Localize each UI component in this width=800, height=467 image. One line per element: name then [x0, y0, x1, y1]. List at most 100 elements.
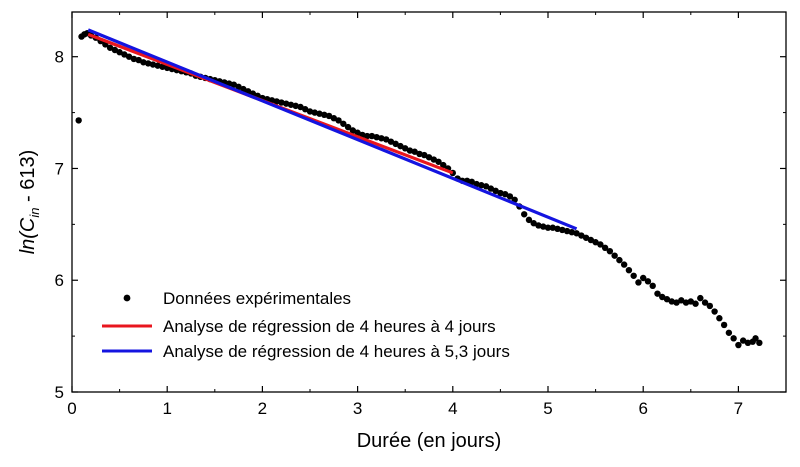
- data-point: [620, 261, 628, 268]
- data-point: [440, 161, 447, 169]
- data-point: [701, 299, 709, 306]
- data-point: [640, 274, 647, 282]
- x-axis-title: Durée (en jours): [357, 430, 502, 452]
- legend: Données expérimentales Analyse de régres…: [102, 289, 510, 361]
- data-point: [606, 247, 614, 255]
- data-point: [725, 329, 733, 336]
- y-tick-label: 6: [55, 271, 64, 290]
- data-point: [302, 106, 309, 113]
- legend-label-experimental: Données expérimentales: [163, 289, 351, 308]
- data-point: [521, 211, 528, 218]
- data-point: [106, 44, 114, 51]
- x-tick-label: 7: [734, 399, 743, 418]
- data-point: [325, 112, 333, 120]
- data-point: [592, 239, 599, 246]
- y-axis-title-end: - 613): [17, 150, 39, 208]
- legend-marker-experimental: [123, 294, 131, 302]
- data-point: [430, 156, 437, 163]
- data-point: [630, 272, 637, 279]
- data-point: [597, 241, 604, 248]
- data-point: [649, 282, 656, 290]
- data-point: [573, 230, 580, 237]
- data-point: [663, 296, 671, 303]
- regression-line-5-3-days: [87, 28, 578, 231]
- data-point: [716, 315, 723, 322]
- data-point: [501, 190, 509, 198]
- data-point: [230, 81, 238, 88]
- data-point: [354, 129, 361, 136]
- data-point: [678, 297, 685, 304]
- data-point: [697, 294, 704, 302]
- data-point: [487, 185, 495, 192]
- data-point: [135, 56, 142, 64]
- x-tick-label: 6: [638, 399, 647, 418]
- data-point: [392, 140, 399, 148]
- data-point: [756, 339, 763, 347]
- data-point: [587, 236, 595, 244]
- data-point: [525, 216, 533, 224]
- legend-label-regression-4-days: Analyse de régression de 4 heures à 4 jo…: [163, 317, 496, 336]
- data-point: [687, 298, 694, 305]
- data-point: [344, 123, 352, 131]
- data-point: [692, 300, 699, 307]
- data-point: [235, 83, 242, 91]
- data-point: [611, 252, 618, 259]
- data-point: [411, 148, 418, 155]
- data-point: [730, 335, 737, 342]
- y-axis-title-main: ln(C: [17, 217, 39, 254]
- data-point: [673, 299, 680, 306]
- data-point: [506, 193, 514, 200]
- data-point: [752, 335, 759, 342]
- data-point: [492, 187, 499, 195]
- data-point: [425, 154, 433, 161]
- data-point: [121, 51, 128, 58]
- data-point: [387, 138, 395, 145]
- data-point: [340, 120, 347, 127]
- data-point: [435, 158, 442, 165]
- data-point: [335, 117, 342, 124]
- x-tick-label: 5: [543, 399, 552, 418]
- data-point: [482, 183, 490, 190]
- data-point: [578, 232, 585, 239]
- data-point: [382, 136, 390, 143]
- series-layer: [75, 28, 763, 349]
- data-point: [706, 302, 714, 310]
- data-point: [402, 145, 409, 152]
- y-tick-label: 5: [55, 383, 64, 402]
- data-point: [116, 49, 123, 56]
- data-point: [297, 103, 304, 111]
- data-point: [720, 321, 728, 329]
- data-point: [659, 293, 666, 301]
- data-point: [644, 278, 652, 285]
- data-point: [601, 244, 609, 252]
- data-point: [125, 53, 133, 60]
- data-point: [735, 341, 742, 349]
- data-point: [582, 234, 590, 241]
- data-point: [635, 279, 642, 286]
- data-point: [397, 142, 404, 150]
- x-tick-label: 0: [67, 399, 76, 418]
- data-point: [363, 132, 371, 140]
- data-point: [530, 220, 537, 227]
- y-axis-title: ln(Cin - 613): [17, 150, 42, 255]
- y-axis-title-subscript: in: [27, 208, 42, 218]
- data-point: [711, 308, 718, 315]
- data-point: [654, 290, 661, 297]
- data-point: [544, 224, 552, 231]
- data-point: [739, 337, 747, 344]
- x-tick-label: 4: [448, 399, 457, 418]
- data-point: [330, 114, 337, 122]
- data-point: [625, 266, 633, 274]
- data-point: [421, 151, 428, 159]
- data-point: [616, 256, 623, 264]
- x-tick-label: 2: [258, 399, 267, 418]
- plot-frame: [71, 11, 787, 393]
- x-tick-label: 1: [162, 399, 171, 418]
- y-tick-label: 7: [55, 159, 64, 178]
- legend-label-regression-5-3-days: Analyse de régression de 4 heures à 5,3 …: [163, 342, 510, 361]
- data-point: [111, 46, 119, 54]
- data-point: [468, 178, 476, 186]
- data-point: [349, 127, 357, 134]
- x-tick-label: 3: [353, 399, 362, 418]
